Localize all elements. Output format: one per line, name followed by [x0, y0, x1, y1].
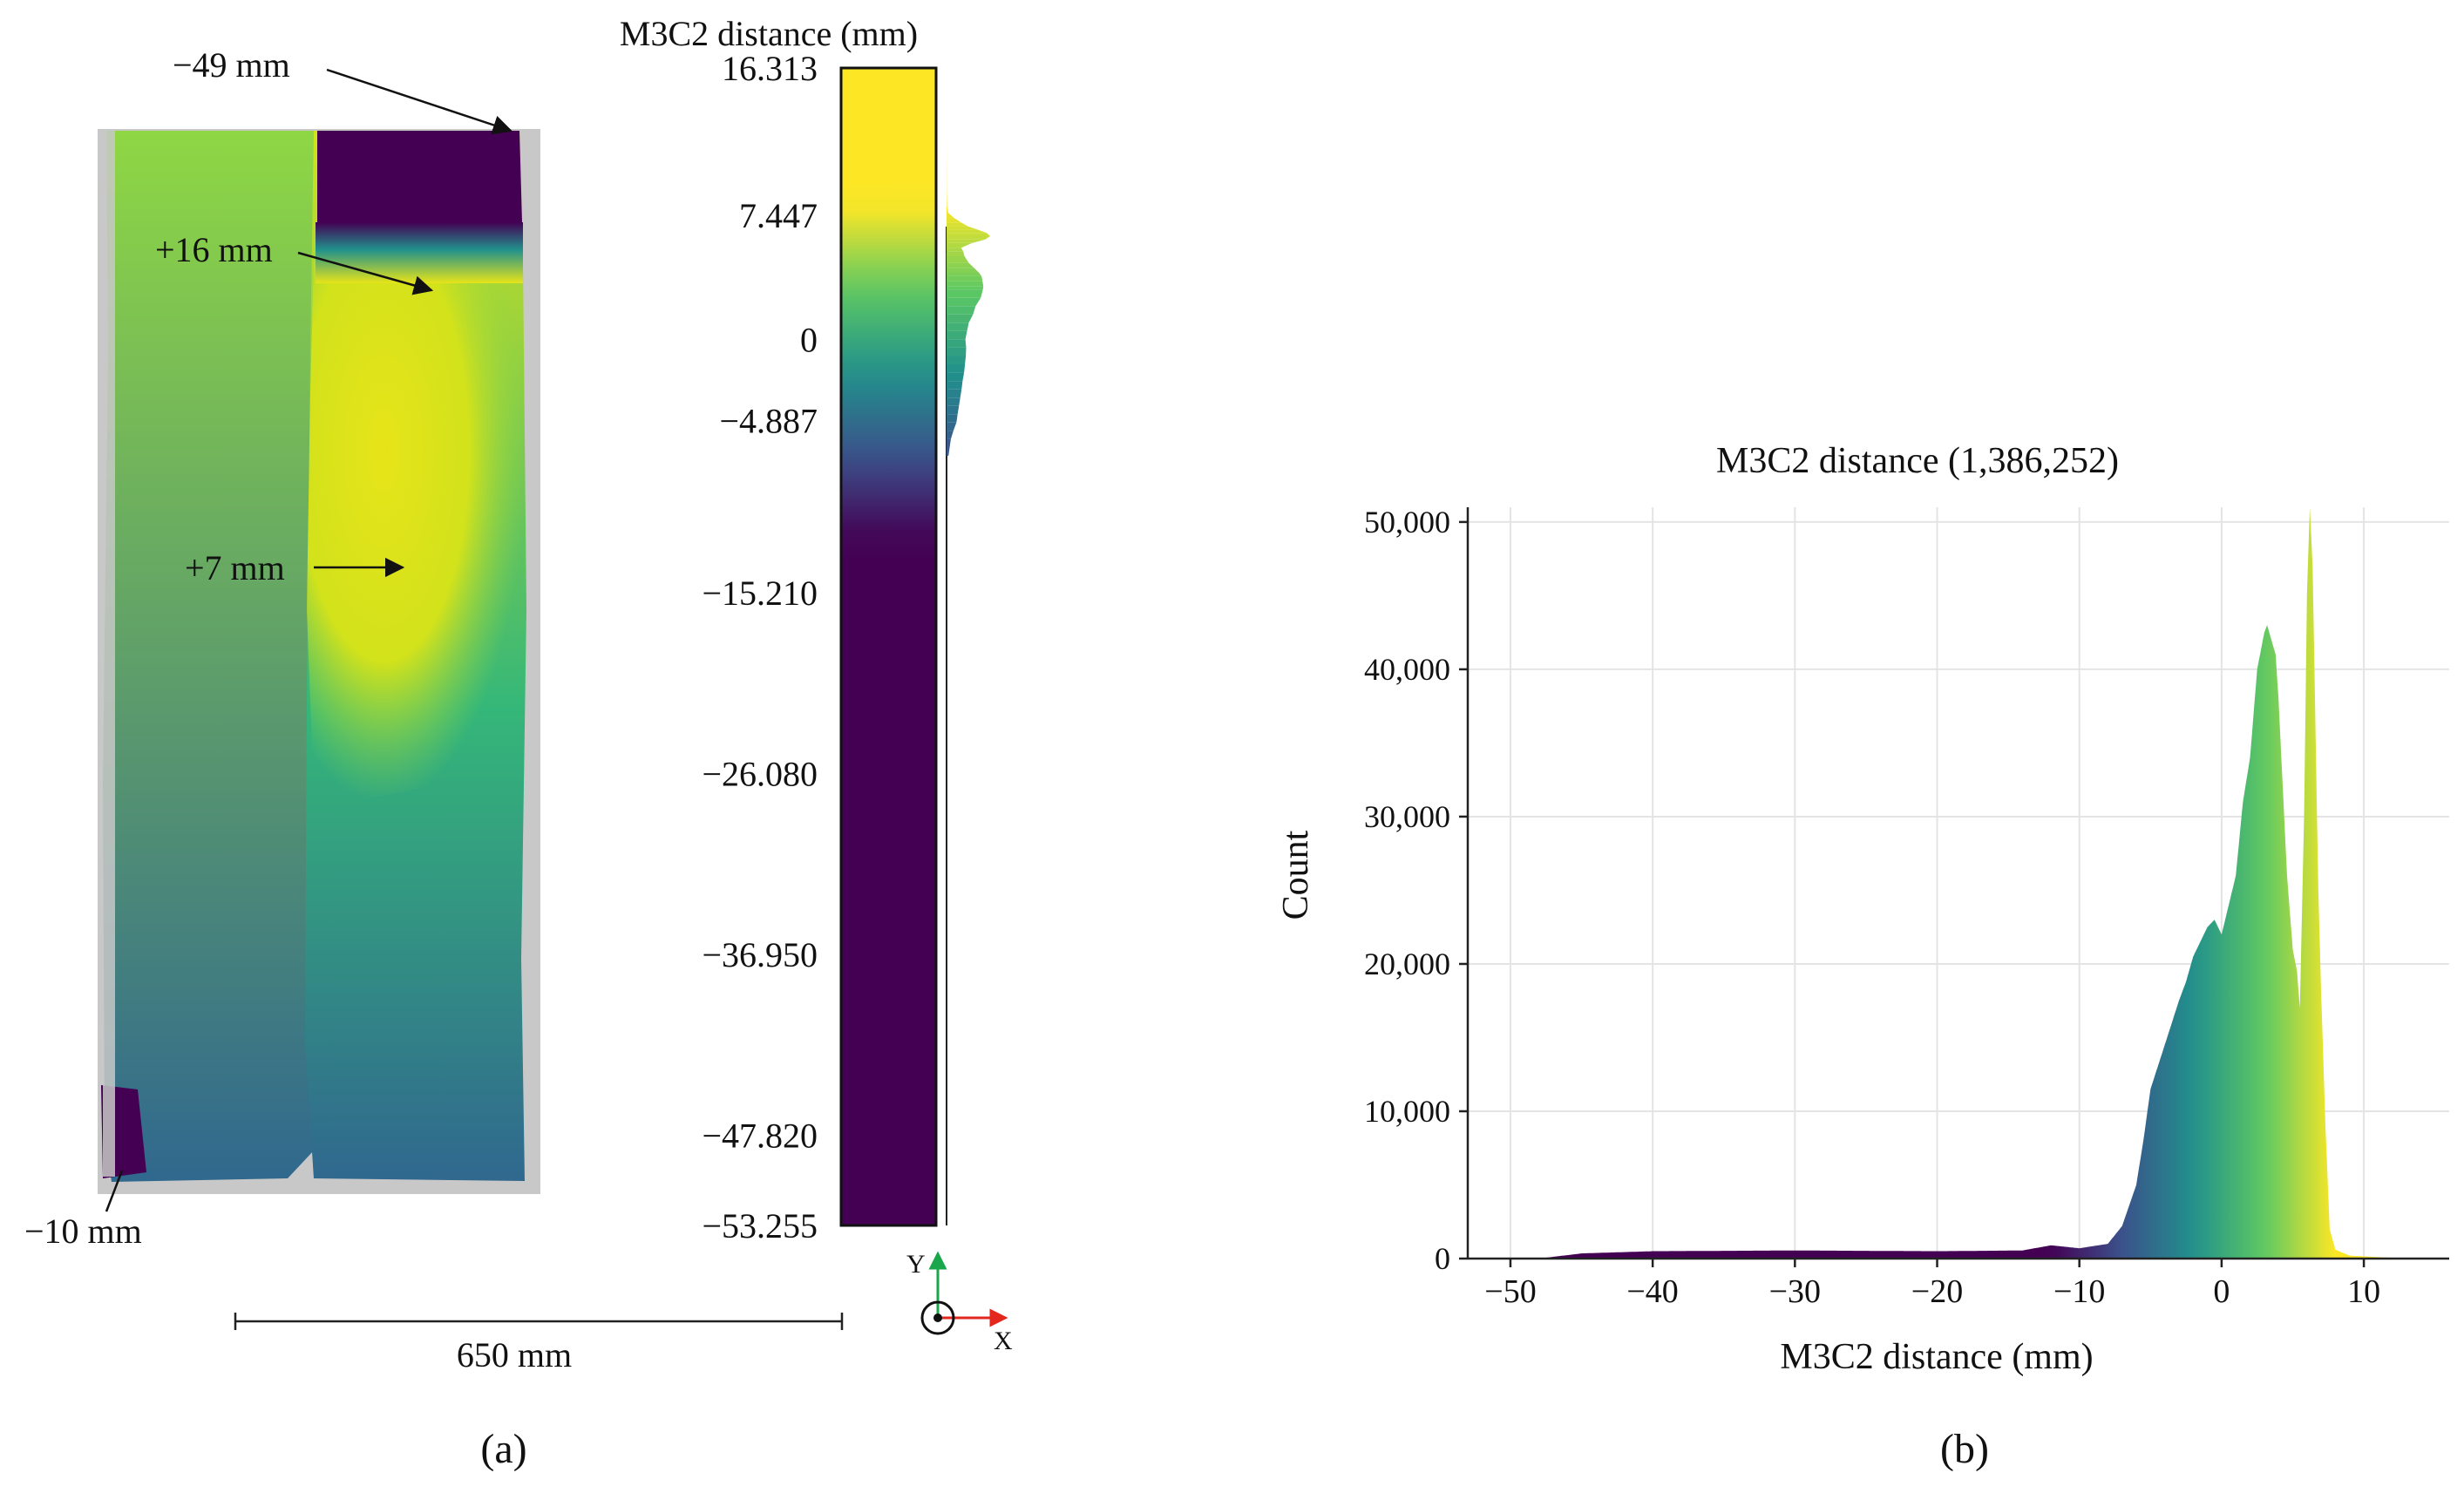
mini-hist-segment: [947, 431, 954, 439]
mini-hist-segment: [947, 372, 965, 382]
mini-hist-segment: [947, 281, 984, 287]
y-tick-label: 50,000: [1364, 505, 1450, 540]
panel-b: M3C2 distance (1,386,252) −50 −40 −30 −20 −1…: [1276, 441, 2449, 1472]
colorbar-tick-label: −53.255: [702, 1206, 818, 1245]
callout-edge: +16 mm: [155, 230, 273, 269]
mini-hist-segment: [947, 236, 990, 240]
mini-hist-segment: [947, 414, 958, 423]
mini-hist-segment: [947, 218, 962, 223]
caption-b: (b): [1940, 1426, 1989, 1472]
x-tick-label: 10: [2347, 1273, 2380, 1310]
scan-yellow-area: [307, 261, 526, 802]
scan-image: [98, 129, 540, 1194]
x-axis-label: M3C2 distance (mm): [1780, 1337, 2093, 1377]
mini-hist-segment: [947, 306, 976, 315]
mini-hist-segment: [947, 251, 965, 256]
axis-x-label: X: [994, 1327, 1013, 1355]
y-axis-label: Count: [1276, 830, 1316, 920]
colorbar-tick-label: 0: [800, 320, 818, 359]
mini-hist-segment: [947, 275, 983, 282]
colorbar-tick-label: −26.080: [702, 754, 818, 793]
colorbar-tick-label: 7.447: [739, 196, 818, 235]
histogram-area: [1468, 507, 2449, 1259]
axes-triad: Y X: [906, 1250, 1013, 1355]
mini-hist-segment: [947, 438, 951, 456]
scale-bar: 650 mm: [234, 1313, 844, 1374]
x-tick-label: 0: [2213, 1273, 2230, 1310]
mini-hist-segment: [947, 268, 980, 273]
callout-edge-arrow: [297, 251, 434, 295]
y-tick-label: 0: [1435, 1241, 1450, 1276]
x-tick-label: −50: [1484, 1273, 1536, 1310]
mini-hist-segment: [947, 405, 960, 415]
callout-top-arrow: [326, 68, 513, 135]
axis-z-dot: [933, 1313, 942, 1322]
colorbar-tick-label: −36.950: [702, 935, 818, 974]
mini-hist-segment: [947, 364, 966, 373]
mini-hist-segment: [947, 381, 963, 390]
colorbar: M3C2 distance (mm) 16.313 7.447 0 −4.887 −15…: [620, 14, 990, 1245]
callout-bottom-line: [105, 1170, 124, 1212]
mini-hist-segment: [947, 389, 962, 398]
y-axis-ticks: 0 10,000 20,000 30,000 40,000 50,000: [1364, 505, 1468, 1276]
mini-hist-segment: [947, 213, 954, 219]
mini-hist-segment: [947, 297, 981, 307]
axis-z-circle: [920, 1300, 955, 1335]
mini-hist-segment: [947, 314, 974, 323]
histogram-bars: [1539, 640, 2449, 1259]
scan-transition-band: [316, 222, 523, 283]
x-tick-label: −40: [1626, 1273, 1678, 1310]
scan-left-edge: [103, 131, 115, 1177]
caption-a: (a): [480, 1426, 526, 1472]
y-tick-label: 20,000: [1364, 947, 1450, 981]
x-tick-label: −10: [2053, 1273, 2105, 1310]
colorbar-tick-label: −4.887: [719, 402, 818, 441]
mini-hist-segment: [947, 248, 964, 252]
y-tick-label: 30,000: [1364, 799, 1450, 834]
x-axis-ticks: −50 −40 −30 −20 −10 0 10: [1484, 1259, 2380, 1310]
mini-hist-segment: [947, 222, 968, 227]
mini-hist-segment: [947, 422, 957, 431]
colorbar-rect: [839, 66, 938, 1227]
mini-hist-segment: [947, 239, 986, 243]
mini-hist-segment: [947, 339, 967, 348]
colorbar-tick-label: 16.313: [722, 49, 818, 88]
y-tick-label: 40,000: [1364, 652, 1450, 687]
mini-hist-segment: [947, 356, 967, 364]
axis-y-label: Y: [906, 1250, 926, 1279]
x-tick-label: −20: [1911, 1273, 1963, 1310]
callout-center: +7 mm: [185, 548, 285, 587]
y-tick-label: 10,000: [1364, 1094, 1450, 1129]
mini-hist-segment: [947, 397, 960, 406]
x-tick-label: −30: [1769, 1273, 1821, 1310]
mini-hist-segment: [947, 206, 948, 214]
colorbar-tick-label: −15.210: [702, 574, 818, 613]
mini-hist-segment: [947, 233, 990, 236]
mini-hist-segment: [947, 289, 983, 298]
panel-a: −49 mm +16 mm +7 mm −10 mm 650 mm M3C2 d…: [24, 14, 1013, 1472]
mini-hist-segment: [947, 322, 969, 331]
mini-hist-segment: [947, 273, 982, 276]
callout-top: −49 mm: [173, 45, 290, 85]
colorbar-mini-histogram: [947, 139, 990, 456]
chart-title: M3C2 distance (1,386,252): [1716, 441, 2119, 481]
mini-hist-segment: [947, 226, 978, 230]
callout-bottom: −10 mm: [24, 1212, 142, 1251]
scale-bar-label: 650 mm: [457, 1335, 572, 1374]
mini-hist-segment: [947, 347, 967, 356]
colorbar-ticks: 16.313 7.447 0 −4.887 −15.210 −26.080 −36.950 −…: [702, 49, 818, 1245]
mini-hist-segment: [947, 330, 967, 340]
colorbar-tick-label: −47.820: [702, 1116, 818, 1155]
scan-body: [103, 131, 314, 1182]
mini-hist-segment: [947, 256, 969, 263]
colorbar-title: M3C2 distance (mm): [620, 14, 918, 53]
mini-hist-segment: [947, 262, 974, 268]
mini-hist-segment: [947, 286, 984, 290]
mini-hist-segment: [947, 229, 988, 234]
mini-hist-segment: [947, 242, 973, 248]
